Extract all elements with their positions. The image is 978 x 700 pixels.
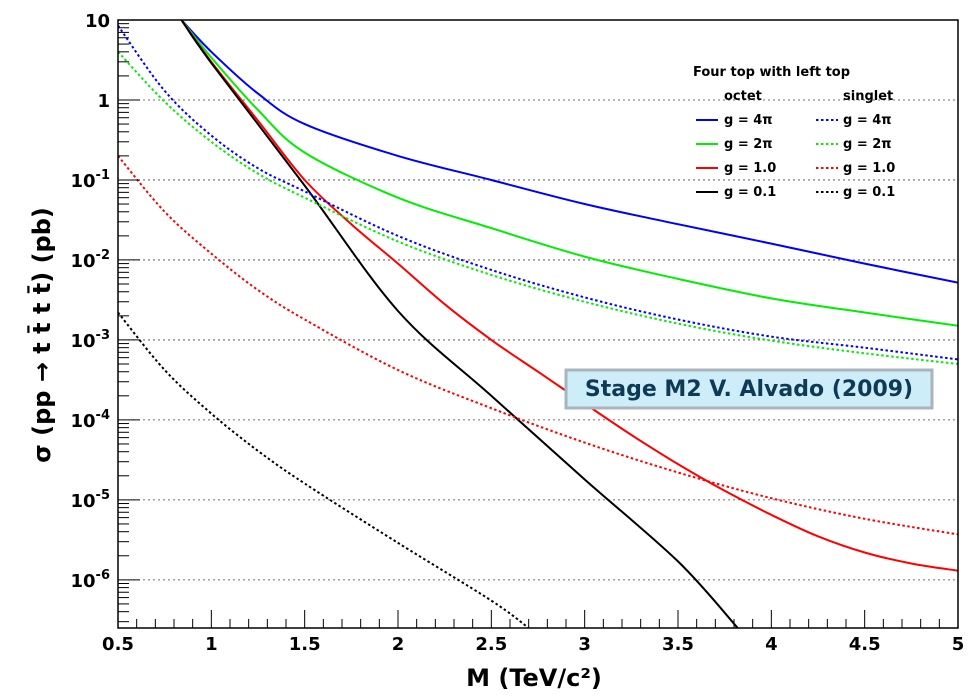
x-tick-label: 2 — [392, 634, 405, 655]
x-tick-labels: 0.5 1 1.5 2 2.5 3 3.5 4 4.5 5 — [102, 634, 964, 655]
legend-rows: g = 4π g = 4π g = 2π g = 2π g = 1.0 g = 1.0 g … — [696, 113, 895, 200]
legend-header-octet: octet — [724, 89, 762, 104]
legend-label-singlet: g = 0.1 — [843, 185, 895, 200]
x-tick-label: 1 — [205, 634, 218, 655]
legend-label-octet: g = 0.1 — [724, 185, 776, 200]
y-tick-label: 10-4 — [70, 408, 110, 432]
y-tick-label: 10-3 — [70, 328, 110, 352]
series-line — [118, 311, 530, 628]
legend-header-singlet: singlet — [843, 89, 893, 104]
x-tick-label: 4.5 — [849, 634, 881, 655]
legend-label-octet: g = 1.0 — [724, 161, 776, 176]
y-tick-label: 1 — [97, 91, 110, 112]
stamp-box — [564, 368, 934, 410]
y-tick-label: 10-5 — [70, 488, 110, 512]
y-tick-label: 10-1 — [70, 168, 110, 192]
series-line — [118, 25, 958, 361]
x-tick-label: 4 — [765, 634, 778, 655]
x-tick-label: 5 — [952, 634, 965, 655]
series-line — [118, 155, 958, 536]
series-line — [180, 20, 958, 327]
series-lines — [118, 20, 958, 628]
x-tick-label: 3 — [578, 634, 591, 655]
y-tick-labels: 10 1 10-1 10-2 10-3 10-4 10-5 10-6 — [70, 11, 110, 592]
author-stamp: Stage M2 V. Alvado (2009) — [564, 368, 934, 410]
series-line — [180, 20, 958, 284]
legend: Four top with left top octet singlet g =… — [693, 65, 895, 200]
series-line — [180, 20, 958, 572]
series-line — [180, 20, 739, 628]
stamp-text: Stage M2 V. Alvado (2009) — [585, 377, 913, 402]
legend-label-octet: g = 4π — [724, 113, 773, 128]
plot-frame — [117, 19, 959, 629]
x-axis-label: M (TeV/c²) — [466, 664, 602, 692]
y-tick-label: 10-2 — [70, 248, 110, 272]
x-tick-label: 1.5 — [289, 634, 321, 655]
legend-label-octet: g = 2π — [724, 137, 773, 152]
y-tick-label: 10-6 — [70, 568, 110, 592]
x-tick-label: 3.5 — [662, 634, 694, 655]
x-tick-label: 2.5 — [475, 634, 507, 655]
legend-label-singlet: g = 2π — [843, 137, 892, 152]
legend-title: Four top with left top — [693, 65, 850, 80]
x-tick-label: 0.5 — [102, 634, 134, 655]
y-axis-label: σ (pp → t t̄ t t̄) (pb) — [26, 207, 56, 463]
legend-label-singlet: g = 1.0 — [843, 161, 895, 176]
y-tick-label: 10 — [85, 11, 110, 32]
series-line — [118, 51, 958, 365]
legend-label-singlet: g = 4π — [843, 113, 892, 128]
axis-ticks — [117, 19, 959, 628]
